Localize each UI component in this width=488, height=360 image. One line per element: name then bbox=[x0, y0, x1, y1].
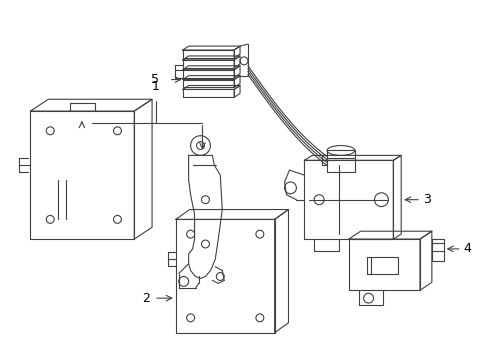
Text: 2: 2 bbox=[142, 292, 150, 305]
Text: 4: 4 bbox=[463, 242, 470, 255]
Text: 5: 5 bbox=[151, 73, 159, 86]
Text: 3: 3 bbox=[422, 193, 430, 206]
Text: 1: 1 bbox=[152, 80, 160, 93]
